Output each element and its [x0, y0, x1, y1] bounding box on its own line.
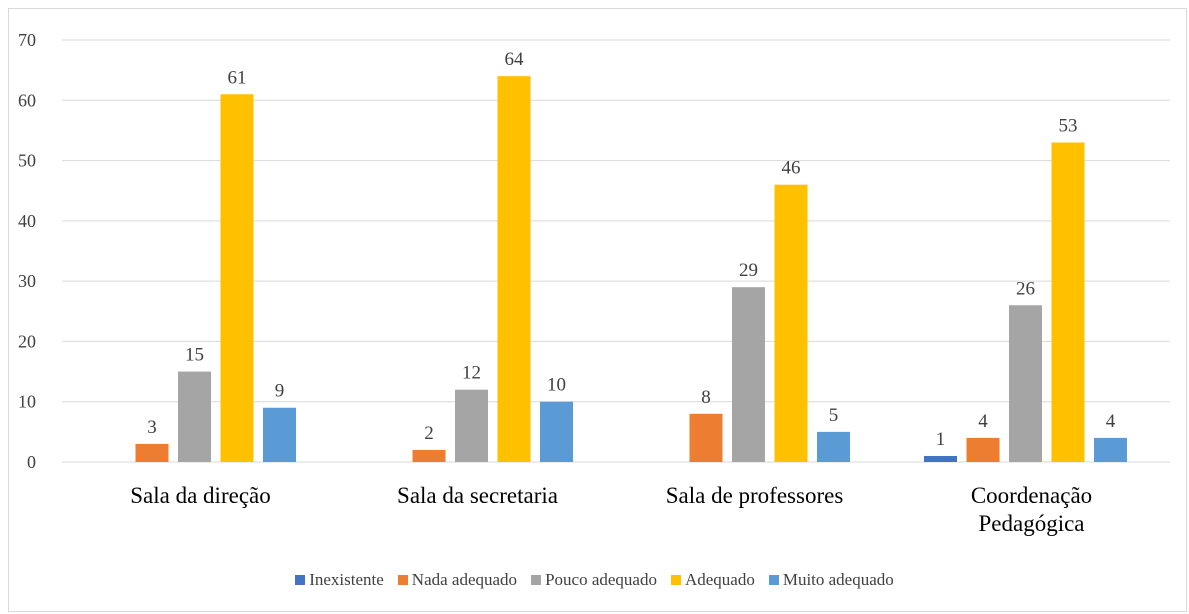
bar — [497, 76, 531, 463]
data-label: 12 — [462, 363, 481, 384]
data-label: 8 — [701, 387, 711, 408]
y-tick-label: 10 — [18, 392, 36, 412]
data-label: 46 — [782, 158, 801, 179]
bar — [540, 401, 573, 462]
bar — [1051, 142, 1085, 462]
legend-item: Inexistente — [295, 570, 384, 590]
y-tick-label: 70 — [18, 30, 36, 50]
data-label: 2 — [424, 423, 434, 444]
data-label: 9 — [275, 381, 285, 402]
legend-label: Inexistente — [309, 570, 384, 589]
data-label: 53 — [1059, 115, 1078, 136]
bar — [732, 287, 765, 462]
bar — [817, 431, 850, 462]
legend-swatch — [397, 575, 408, 585]
y-tick-label: 20 — [18, 331, 36, 351]
bar — [1094, 437, 1127, 462]
data-label: 5 — [829, 405, 839, 426]
data-label: 1 — [936, 429, 946, 450]
bar — [178, 371, 211, 462]
legend-item: Muito adequado — [768, 570, 894, 590]
bar — [689, 413, 723, 462]
chart-border — [8, 8, 1187, 612]
bar — [455, 389, 488, 462]
bar — [1009, 305, 1042, 462]
legend-item: Pouco adequado — [531, 570, 657, 590]
bar — [924, 455, 957, 462]
legend-swatch — [295, 575, 306, 585]
x-tick-label: Sala da secretaria — [397, 483, 558, 508]
legend-item: Adequado — [670, 570, 755, 590]
legend: Inexistente Nada adequado Pouco adequado Ad… — [0, 570, 1189, 590]
y-tick-label: 30 — [18, 271, 36, 291]
data-label: 64 — [505, 49, 525, 70]
data-label: 29 — [739, 260, 758, 281]
data-label: 3 — [147, 417, 157, 438]
legend-label: Muito adequado — [782, 570, 894, 589]
bar — [220, 94, 254, 462]
legend-swatch — [768, 575, 779, 585]
legend-label: Adequado — [684, 570, 755, 589]
y-tick-label: 0 — [27, 452, 36, 472]
y-tick-label: 40 — [18, 211, 36, 231]
data-label: 61 — [228, 67, 247, 88]
data-label: 26 — [1016, 278, 1035, 299]
bar — [966, 437, 1000, 462]
legend-swatch — [531, 575, 542, 585]
legend-item: Nada adequado — [397, 570, 518, 590]
y-tick-label: 50 — [18, 151, 36, 171]
data-label: 10 — [547, 375, 566, 396]
bar — [135, 443, 169, 462]
x-tick-label: Sala da direção — [130, 483, 271, 508]
data-label: 4 — [978, 411, 988, 432]
legend-swatch — [670, 575, 681, 585]
x-tick-label: Coordenação Pedagógica — [970, 483, 1093, 536]
legend-label: Nada adequado — [411, 570, 518, 589]
y-tick-label: 60 — [18, 90, 36, 110]
x-tick-label: Sala de professores — [665, 483, 844, 508]
data-label: 4 — [1106, 411, 1116, 432]
data-label: 15 — [185, 345, 204, 366]
legend-label: Pouco adequado — [545, 570, 657, 589]
bar — [774, 184, 808, 462]
bar — [263, 407, 296, 462]
bar — [412, 449, 446, 462]
